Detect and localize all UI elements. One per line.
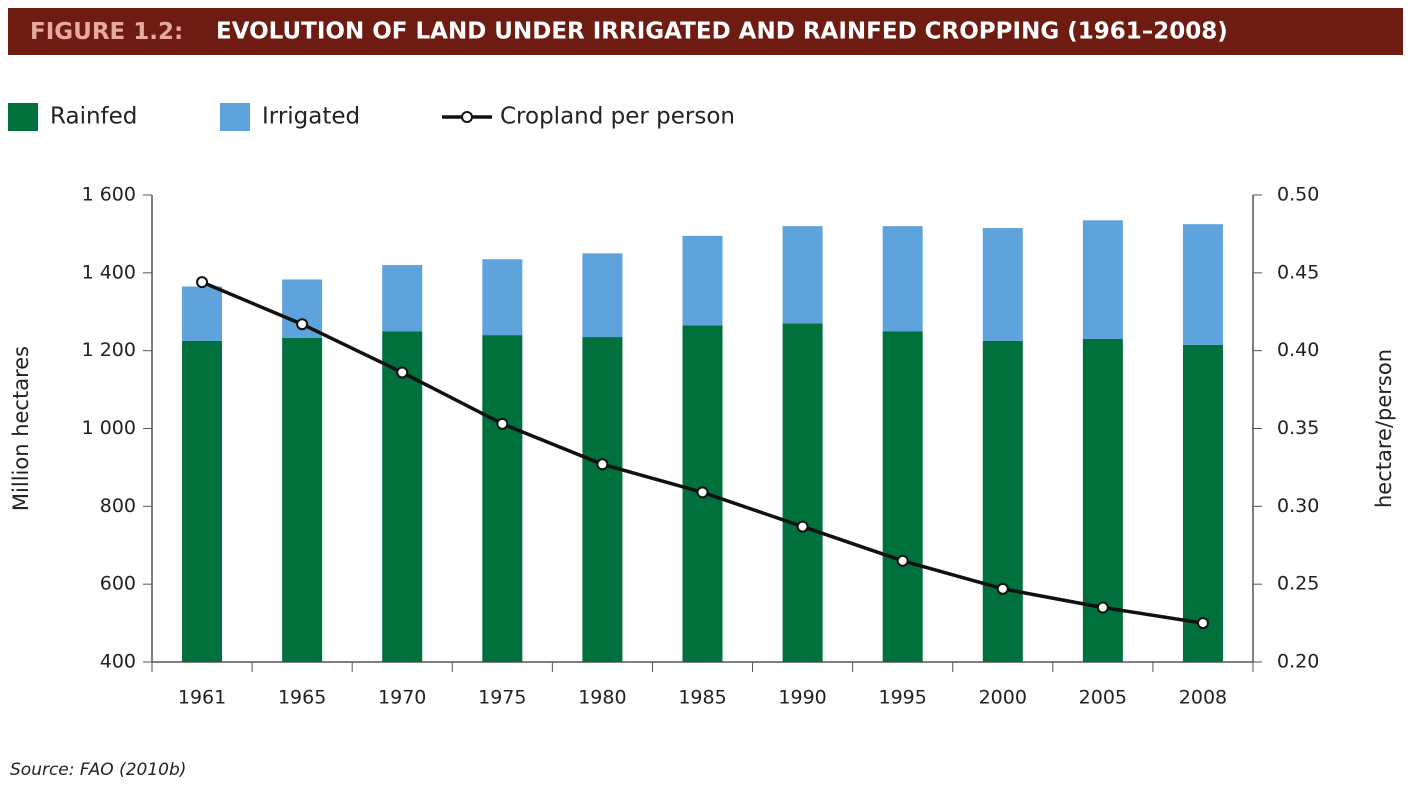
bar-segment	[282, 337, 323, 662]
line-marker	[296, 318, 309, 331]
legend-marker	[461, 111, 473, 123]
line-marker	[196, 276, 209, 289]
source: Source: FAO (2010b)	[10, 760, 186, 780]
y2-tick-label: 0.30	[1277, 495, 1319, 517]
line-marker	[996, 582, 1009, 595]
figure-label: FIGURE 1.2:	[30, 19, 183, 45]
bar-segment	[382, 265, 423, 332]
chart-title: EVOLUTION OF LAND UNDER IRRIGATED AND RA…	[216, 19, 1228, 45]
x-tick-label: 1965	[278, 687, 326, 709]
legend-swatch	[220, 103, 250, 131]
y2-tick-label: 0.45	[1277, 261, 1319, 283]
legend-swatch	[8, 103, 38, 131]
y2-axis-label: hectare/person	[1372, 349, 1396, 508]
bar-segment	[182, 286, 223, 341]
line-marker	[696, 486, 709, 499]
y2-tick-label: 0.25	[1277, 573, 1319, 595]
x-tick-label: 1990	[778, 687, 826, 709]
x-tick-label: 1975	[478, 687, 526, 709]
x-tick-label: 1970	[378, 687, 426, 709]
y2-tick-label: 0.40	[1277, 339, 1319, 361]
bar-segment	[682, 235, 723, 326]
x-tick-label: 2008	[1179, 687, 1227, 709]
legend-label: Cropland per person	[500, 104, 735, 130]
x-tick-label: 2000	[979, 687, 1027, 709]
x-tick-label: 1995	[879, 687, 927, 709]
bar-segment	[1082, 338, 1123, 662]
bar-segment	[1182, 224, 1223, 345]
bar-segment	[582, 253, 623, 338]
y2-tick-label: 0.50	[1277, 184, 1319, 206]
bar-segment	[982, 340, 1023, 662]
y-tick-label: 1 200	[82, 339, 136, 361]
bar-segment	[882, 331, 923, 662]
bar-segment	[1082, 220, 1123, 339]
title-bar	[8, 8, 1403, 55]
bar-segment	[482, 335, 523, 662]
bar-segment	[782, 226, 823, 324]
y-tick-label: 400	[100, 651, 136, 673]
y-tick-label: 1 000	[82, 417, 136, 439]
bar-segment	[182, 340, 223, 662]
line-marker	[1196, 617, 1209, 630]
bar-segment	[982, 228, 1023, 341]
line-marker	[596, 458, 609, 471]
bar-segment	[482, 259, 523, 336]
bar-segment	[882, 226, 923, 332]
bar-segment	[1182, 344, 1223, 662]
y2-tick-label: 0.20	[1277, 651, 1319, 673]
legend-label: Irrigated	[262, 104, 360, 130]
x-tick-label: 1961	[178, 687, 226, 709]
legend-label: Rainfed	[50, 104, 137, 130]
y-tick-label: 800	[100, 495, 136, 517]
y2-tick-label: 0.35	[1277, 417, 1319, 439]
line-marker	[796, 520, 809, 533]
x-tick-label: 1980	[578, 687, 626, 709]
y-tick-label: 1 400	[82, 261, 136, 283]
y-axis-label: Million hectares	[9, 346, 33, 511]
line-marker	[1096, 601, 1109, 614]
line-marker	[896, 554, 909, 567]
bar-segment	[782, 323, 823, 662]
x-tick-label: 1985	[678, 687, 726, 709]
x-tick-label: 2005	[1079, 687, 1127, 709]
bar-segment	[382, 331, 423, 662]
bar-segment	[582, 337, 623, 662]
y-tick-label: 600	[100, 573, 136, 595]
line-marker	[396, 366, 409, 379]
y-tick-label: 1 600	[82, 184, 136, 206]
line-marker	[496, 417, 509, 430]
